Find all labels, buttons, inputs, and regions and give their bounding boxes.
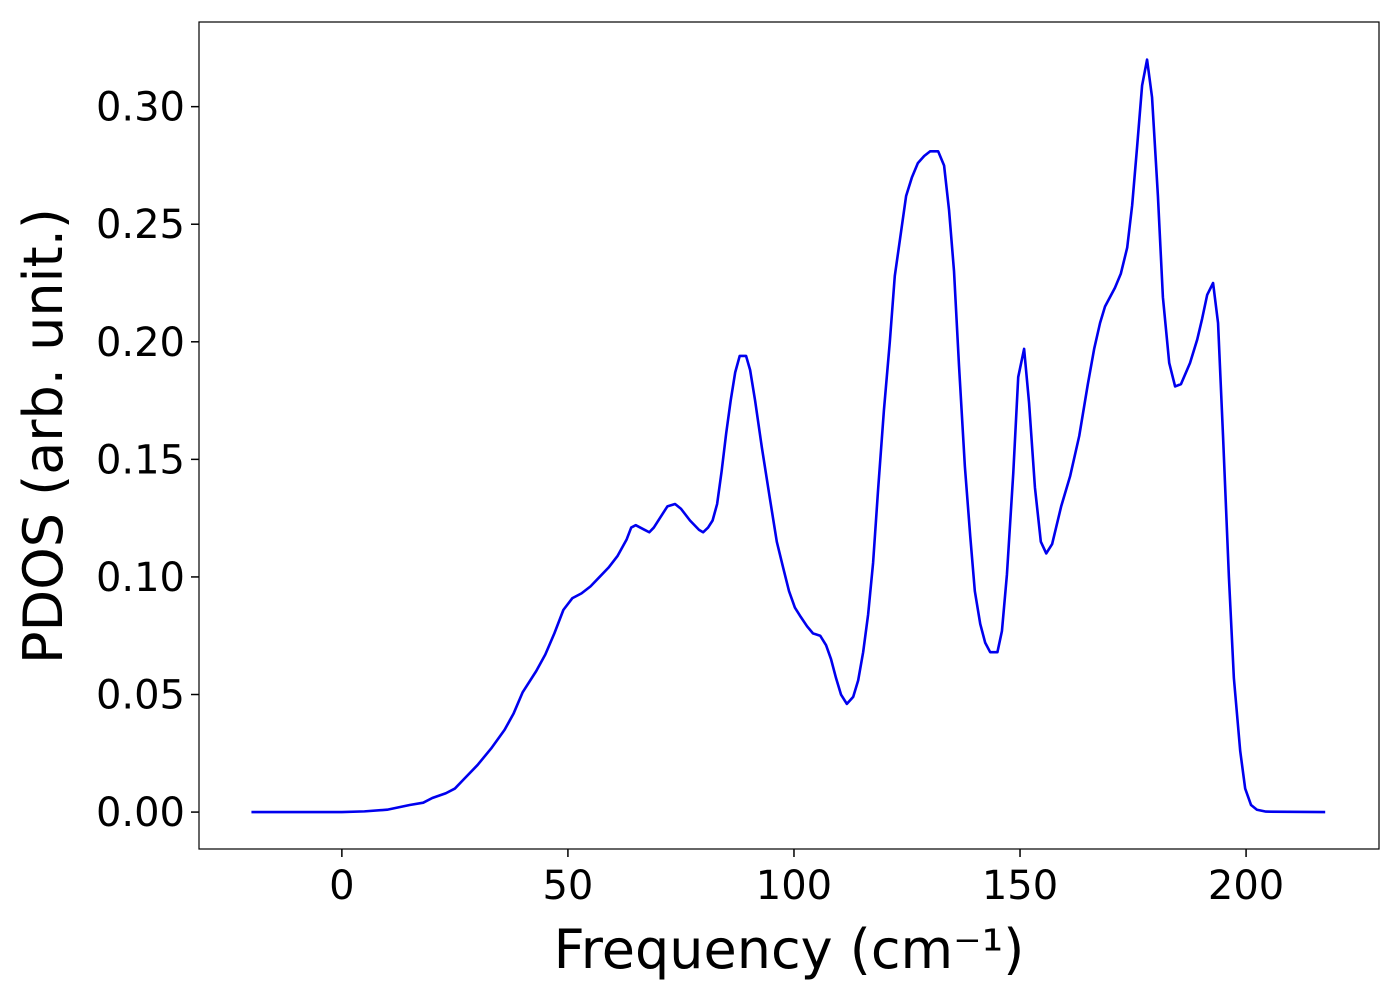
x-tick-label: 0 (329, 863, 354, 909)
y-tick-label: 0.25 (96, 202, 185, 248)
line-series (251, 58, 1326, 814)
x-axis-label: Frequency (cm⁻¹) (554, 918, 1025, 981)
y-tick-label: 0.15 (96, 437, 185, 483)
x-tick-label: 50 (542, 863, 593, 909)
plot-frame (198, 21, 1380, 850)
y-tick-label: 0.30 (96, 85, 185, 131)
y-tick-label: 0.20 (96, 320, 185, 366)
x-tick-label: 100 (756, 863, 832, 909)
y-tick-label: 0.10 (96, 555, 185, 601)
y-tick-label: 0.05 (96, 673, 185, 719)
y-tick-label: 0.00 (96, 790, 185, 836)
x-tick-label: 200 (1208, 863, 1284, 909)
x-tick-label: 150 (982, 863, 1058, 909)
y-axis-label: PDOS (arb. unit.) (12, 208, 75, 664)
